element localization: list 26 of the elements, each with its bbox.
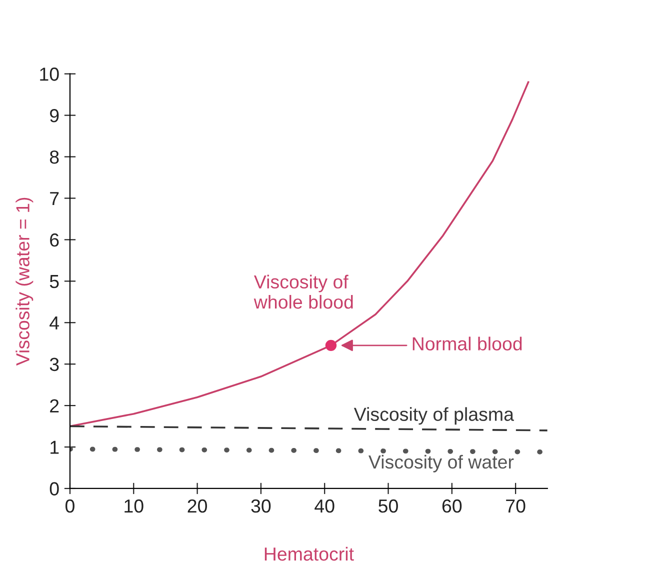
x-tick-label: 60 — [442, 499, 462, 513]
x-tick-label: 20 — [188, 499, 207, 513]
x-tick-label: 10 — [124, 499, 144, 513]
y-tick-label: 9 — [50, 109, 59, 122]
annotation: Normal blood — [412, 336, 522, 350]
y-tick-label: 4 — [50, 316, 60, 330]
y-tick-label: 3 — [50, 358, 59, 372]
y-tick-label: 0 — [50, 482, 59, 496]
y-tick-label: 7 — [50, 192, 59, 206]
y-tick-label: 6 — [50, 233, 59, 247]
x-tick-label: 0 — [65, 499, 74, 513]
x-tick-label: 30 — [251, 499, 271, 513]
y-axis-title: Viscosity (water = 1) — [16, 198, 34, 366]
series-label: Viscosity of water — [368, 454, 514, 472]
x-axis-title: Hematocrit — [264, 546, 354, 561]
line-series — [70, 81, 530, 428]
series-label: Viscosity of whole blood — [254, 274, 353, 309]
y-tick-label: 5 — [50, 275, 59, 288]
y-tick-label: 2 — [50, 399, 59, 412]
x-tick-label: 50 — [378, 499, 398, 513]
y-tick-label: 1 — [50, 440, 59, 454]
x-tick-label: 70 — [506, 499, 526, 513]
y-tick-label: 10 — [40, 68, 59, 81]
x-tick-label: 40 — [314, 499, 334, 513]
series-label: Viscosity of plasma — [354, 407, 514, 425]
y-tick-label: 8 — [50, 150, 59, 164]
